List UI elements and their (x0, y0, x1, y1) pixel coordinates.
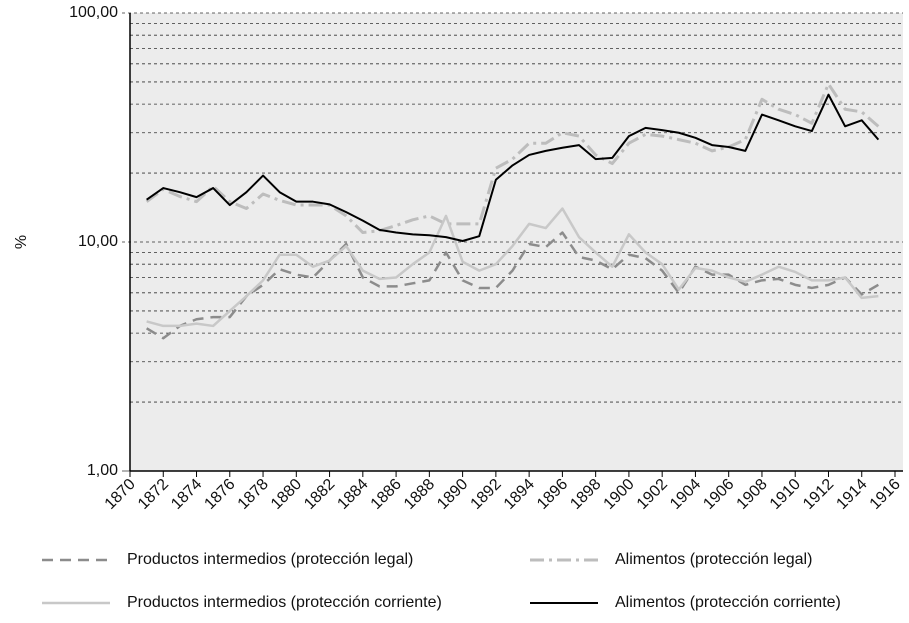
x-tick-label: 1870 (102, 476, 139, 513)
x-tick-label: 1880 (268, 476, 305, 513)
series-line (145, 231, 879, 340)
x-tick-label: 1898 (567, 476, 604, 513)
x-tick-label: 1906 (700, 476, 737, 513)
legend-label: Productos intermedios (protección legal) (127, 551, 413, 568)
series-line (145, 82, 880, 235)
x-tick-label: 1890 (434, 476, 471, 513)
x-tick-label: 1874 (168, 476, 205, 513)
y-tick-label: 1,00 (87, 462, 118, 479)
x-tick-label: 1876 (201, 476, 238, 513)
x-tick-label: 1914 (833, 476, 870, 513)
x-tick-label: 1872 (135, 476, 172, 513)
x-tick-label: 1912 (800, 476, 837, 513)
x-tick-label: 1916 (867, 476, 904, 513)
x-tick-label: 1888 (401, 476, 438, 513)
x-tick-label: 1900 (601, 476, 638, 513)
x-tick-label: 1892 (468, 476, 505, 513)
x-tick-label: 1908 (734, 476, 771, 513)
x-tick-label: 1894 (501, 476, 538, 513)
x-tick-label: 1878 (235, 476, 272, 513)
series-line (146, 207, 879, 328)
x-tick-label: 1896 (534, 476, 571, 513)
legend-label: Alimentos (protección corriente) (615, 594, 841, 611)
y-tick-label: 100,00 (69, 4, 118, 21)
x-tick-label: 1884 (334, 476, 371, 513)
x-tick-label: 1886 (368, 476, 405, 513)
legend-label: Productos intermedios (protección corrie… (127, 594, 442, 611)
x-tick-label: 1882 (301, 476, 338, 513)
series-line (146, 93, 880, 243)
x-tick-label: 1910 (767, 476, 804, 513)
legend-label: Alimentos (protección legal) (615, 551, 812, 568)
x-tick-label: 1902 (634, 476, 671, 513)
x-tick-label: 1904 (667, 476, 704, 513)
y-axis-label: % (13, 235, 30, 249)
y-tick-label: 10,00 (78, 233, 118, 250)
